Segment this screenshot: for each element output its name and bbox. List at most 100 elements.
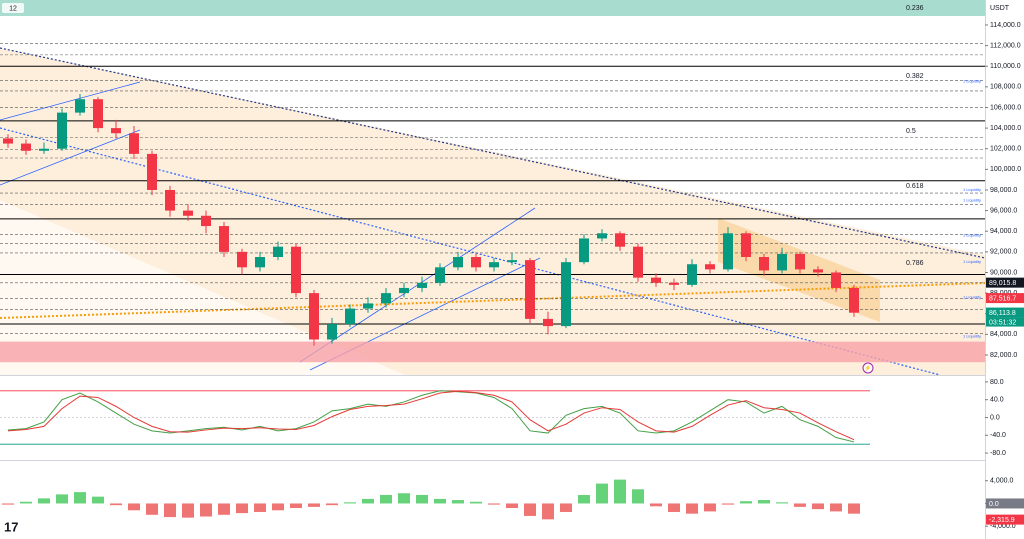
- candle-body: [75, 99, 85, 113]
- candle-body: [507, 260, 517, 263]
- histogram-bar: [74, 492, 86, 504]
- candle-body: [219, 226, 229, 252]
- histogram-bar: [614, 479, 626, 504]
- histogram-bar: [776, 502, 788, 504]
- histogram-bar: [128, 503, 140, 511]
- liquidity-label: 1 Liquidity: [963, 333, 981, 338]
- candle-body: [525, 260, 535, 319]
- candle-body: [759, 257, 769, 271]
- y-tick-label: 114,000.0: [990, 22, 1021, 29]
- candle-body: [381, 293, 391, 304]
- candle-body: [795, 253, 805, 270]
- histogram-bar: [524, 503, 536, 516]
- y-tick-label: 100,000.0: [990, 166, 1021, 173]
- histogram-bar: [326, 503, 338, 506]
- event-icon: ⚡: [864, 364, 871, 372]
- histogram-bar: [308, 503, 320, 507]
- histogram-bar: [164, 503, 176, 518]
- candle-body: [273, 246, 283, 258]
- y-tick-label: 0.0: [990, 414, 1000, 421]
- candle-body: [129, 133, 139, 154]
- candle-body: [597, 233, 607, 239]
- histogram-bar: [20, 501, 32, 504]
- histogram-bar: [398, 493, 410, 504]
- histogram-bar: [830, 503, 842, 512]
- candle-body: [543, 318, 553, 327]
- histogram-bar: [812, 503, 824, 510]
- price-badge: [986, 293, 1024, 304]
- y-tick-label: 104,000.0: [990, 125, 1021, 132]
- candle-body: [633, 246, 643, 278]
- price-badge-label: -2,315.9: [989, 517, 1015, 524]
- y-tick-label: 92,000.0: [990, 249, 1017, 256]
- candle-body: [201, 215, 211, 227]
- liquidity-label: 1 Liquidity: [963, 197, 981, 202]
- candle-body: [813, 269, 823, 273]
- candle-body: [93, 99, 103, 129]
- y-tick-label: 96,000.0: [990, 207, 1017, 214]
- candle-body: [3, 138, 13, 144]
- interval-label: 12: [9, 5, 17, 12]
- histogram-bar: [434, 498, 446, 504]
- histogram-bar: [254, 503, 266, 512]
- y-tick-label: 102,000.0: [990, 146, 1021, 153]
- candle-body: [849, 287, 859, 313]
- liquidity-label: 1 Liquidity: [963, 79, 981, 84]
- liquidity-label: 1 Liquidity: [963, 232, 981, 237]
- histogram-bar: [362, 498, 374, 504]
- candle-body: [147, 153, 157, 190]
- histogram-bar: [344, 502, 356, 504]
- y-tick-label: 94,000.0: [990, 228, 1017, 235]
- fib-label: 0.236: [906, 5, 924, 12]
- y-tick-label: 90,000.0: [990, 269, 1017, 276]
- liquidity-label: 1 Liquidity: [963, 294, 981, 299]
- histogram-bar: [758, 500, 770, 504]
- histogram-bar: [740, 501, 752, 504]
- histogram-bar: [182, 503, 194, 518]
- fib-label: 0.382: [906, 73, 924, 80]
- histogram-bar: [200, 503, 212, 517]
- histogram-bar: [290, 503, 302, 509]
- interval-badge[interactable]: [2, 3, 24, 13]
- candle-body: [363, 303, 373, 309]
- histogram-bar: [668, 503, 680, 512]
- supply-zone: [0, 341, 985, 363]
- y-tick-label: 82,000.0: [990, 352, 1017, 359]
- oscillator-line: [7, 390, 855, 441]
- oscillator-line: [7, 390, 855, 443]
- candle-body: [291, 246, 301, 294]
- candle-body: [831, 272, 841, 288]
- candle-body: [57, 112, 67, 149]
- top-zone: [0, 0, 985, 16]
- y-tick-label: 40.0: [990, 397, 1004, 404]
- liquidity-label: 1 Liquidity: [963, 187, 981, 192]
- y-tick-label: 108,000.0: [990, 84, 1021, 91]
- candle-body: [237, 251, 247, 268]
- y-tick-label: 106,000.0: [990, 104, 1021, 111]
- y-tick-label: -4,000.0: [990, 523, 1016, 530]
- candle-body: [39, 148, 49, 151]
- timer-badge: [986, 317, 1024, 327]
- event-marker[interactable]: [862, 362, 874, 374]
- y-tick-label: 112,000.0: [990, 42, 1021, 49]
- candle-body: [471, 257, 481, 268]
- price-badge-label: 86,113.8: [989, 310, 1016, 317]
- price-badge-label: 87,516.7: [989, 295, 1016, 302]
- candle-body: [327, 324, 337, 340]
- histogram-bar: [92, 496, 104, 504]
- logo[interactable]: 17: [4, 519, 18, 534]
- candle-body: [723, 233, 733, 270]
- histogram-bar: [722, 503, 734, 505]
- histogram-bar: [632, 489, 644, 504]
- timer-label: 03:51:32: [989, 319, 1016, 326]
- histogram-bar: [506, 503, 518, 509]
- candle-body: [111, 128, 121, 134]
- histogram-bar: [146, 503, 158, 515]
- candle-body: [21, 143, 31, 151]
- candle-body: [309, 293, 319, 340]
- histogram-bar: [470, 501, 482, 504]
- fib-label: 0.786: [906, 260, 924, 267]
- price-badge: [986, 498, 1024, 509]
- y-tick-label: -80.0: [990, 450, 1006, 457]
